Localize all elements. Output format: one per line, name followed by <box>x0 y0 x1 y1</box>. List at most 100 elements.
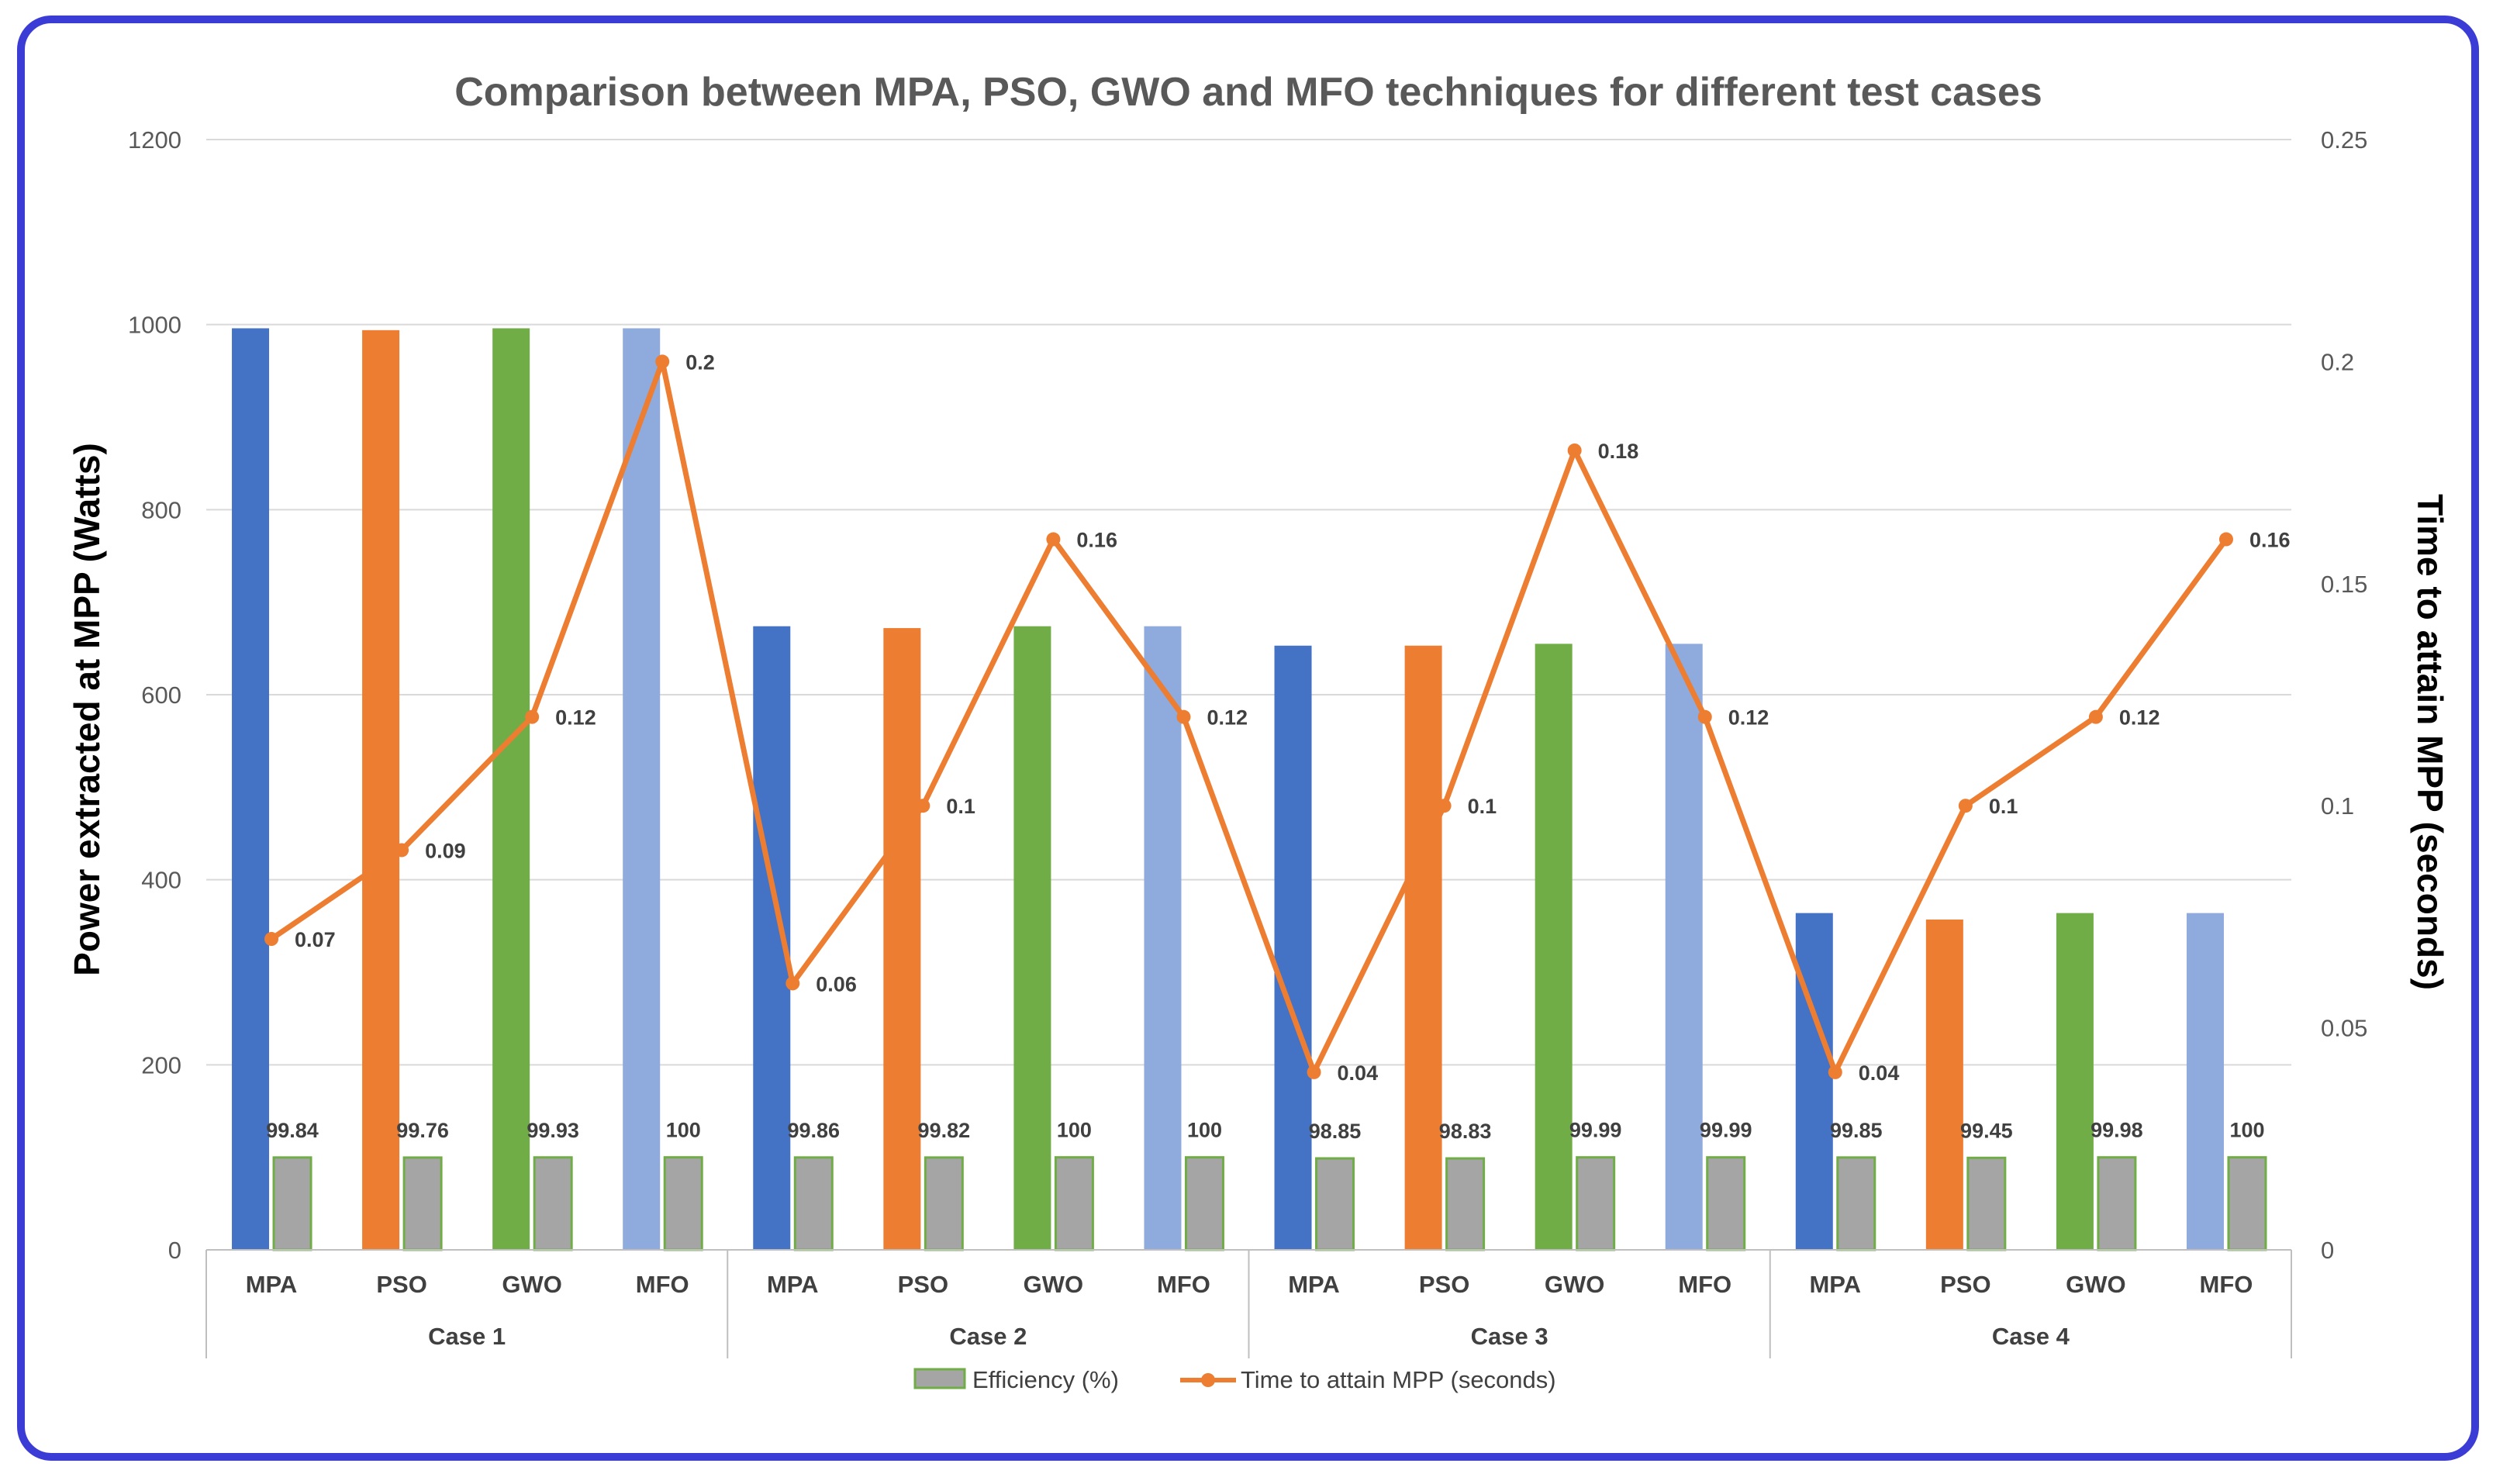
time-line <box>264 354 2233 1079</box>
time-label: 0.1 <box>1468 795 1497 818</box>
efficiency-label: 99.82 <box>918 1119 971 1142</box>
power-bar <box>2186 913 2224 1250</box>
time-label: 0.06 <box>816 972 857 996</box>
x-axis: MPA PSO GWO MFO MPA PSO GWO MFO MPA PSO GWO MFO MPA P… <box>205 1249 2292 1358</box>
time-label: 0.04 <box>1338 1061 1379 1085</box>
efficiency-bar <box>533 1156 573 1251</box>
efficiency-bars <box>272 1156 2267 1251</box>
x-tick-label: GWO <box>1545 1271 1605 1298</box>
time-point <box>1828 1065 1842 1079</box>
time-point <box>1697 709 1712 724</box>
power-bar <box>1925 919 1963 1250</box>
data-labels: 99.84 99.76 99.93 100 99.86 99.82 100 100 98.85 9… <box>266 350 2290 1143</box>
x-tick-label: MFO <box>636 1271 689 1298</box>
group-label: Case 2 <box>949 1323 1027 1350</box>
group-label: Case 3 <box>1471 1323 1548 1350</box>
efficiency-bar <box>1445 1157 1486 1251</box>
time-label: 0.16 <box>2249 529 2291 552</box>
time-point <box>525 709 540 724</box>
time-label: 0.12 <box>1728 706 1769 730</box>
time-point <box>1176 709 1191 724</box>
legend: Efficiency (%) Time to attain MPP (second… <box>913 1366 1556 1393</box>
y2-tick-label: 0.15 <box>2321 571 2367 598</box>
x-tick-label: MPA <box>1809 1271 1861 1298</box>
efficiency-bar <box>1966 1156 2007 1251</box>
efficiency-label: 100 <box>1187 1119 1222 1142</box>
y-axis-title: Power extracted at MPP (Watts) <box>67 443 107 976</box>
efficiency-label: 100 <box>2229 1119 2264 1142</box>
y-tick-label: 600 <box>141 682 181 709</box>
efficiency-label: 99.98 <box>2091 1119 2143 1142</box>
efficiency-label: 99.99 <box>1569 1119 1622 1142</box>
power-bar <box>1013 626 1051 1250</box>
y-tick-label: 200 <box>141 1051 181 1078</box>
efficiency-bar <box>924 1156 964 1251</box>
power-bar <box>1144 626 1182 1250</box>
efficiency-label: 98.85 <box>1309 1120 1362 1143</box>
efficiency-bar <box>1576 1156 1616 1251</box>
time-point <box>1958 799 1973 813</box>
x-tick-label: PSO <box>376 1271 426 1298</box>
y2-tick-label: 0 <box>2321 1237 2334 1264</box>
efficiency-bar <box>1836 1156 1876 1251</box>
efficiency-label: 100 <box>666 1119 701 1142</box>
efficiency-bar <box>2097 1156 2137 1251</box>
x-tick-label: MFO <box>1678 1271 1731 1298</box>
time-point <box>2218 532 2233 547</box>
efficiency-label: 99.86 <box>787 1119 840 1142</box>
x-tick-label: GWO <box>1024 1271 1084 1298</box>
y2-tick-label: 0.05 <box>2321 1015 2367 1042</box>
time-label: 0.12 <box>1207 706 1248 730</box>
legend-label-efficiency: Efficiency (%) <box>972 1366 1119 1393</box>
y2-axis-title: Time to attain MPP (seconds) <box>2410 494 2450 990</box>
power-bar <box>623 328 661 1251</box>
power-bar <box>492 328 530 1251</box>
efficiency-label: 99.45 <box>1960 1119 2013 1142</box>
y2-tick-label: 0.1 <box>2321 792 2354 820</box>
y-tick-label: 0 <box>168 1237 181 1264</box>
y2-tick-label: 0.25 <box>2321 126 2367 154</box>
x-tick-label: MPA <box>1288 1271 1340 1298</box>
efficiency-label: 99.76 <box>396 1119 449 1142</box>
efficiency-bar <box>663 1156 703 1251</box>
time-series-line <box>270 358 2229 1075</box>
time-label: 0.1 <box>946 795 975 818</box>
group-label: Case 4 <box>1992 1323 2070 1350</box>
efficiency-bar <box>272 1156 312 1251</box>
efficiency-label: 100 <box>1057 1119 1092 1142</box>
x-tick-label: PSO <box>1940 1271 1990 1298</box>
power-bar <box>1404 645 1442 1250</box>
y-tick-label: 400 <box>141 867 181 894</box>
x-tick-label: PSO <box>1419 1271 1469 1298</box>
time-label: 0.12 <box>555 706 596 730</box>
x-tick-label: GWO <box>502 1271 562 1298</box>
power-bars <box>232 328 2224 1251</box>
x-tick-label: MPA <box>246 1271 298 1298</box>
efficiency-bar <box>1054 1156 1094 1251</box>
efficiency-label: 99.85 <box>1830 1119 1883 1142</box>
efficiency-label: 98.83 <box>1439 1120 1492 1143</box>
time-label: 0.04 <box>1859 1061 1900 1085</box>
power-bar <box>883 628 921 1250</box>
efficiency-bar <box>402 1156 443 1251</box>
efficiency-label: 99.99 <box>1700 1119 1752 1142</box>
efficiency-label: 99.84 <box>266 1119 319 1142</box>
power-bar <box>1795 913 1833 1250</box>
efficiency-bar <box>1315 1157 1355 1251</box>
efficiency-label: 99.93 <box>527 1119 579 1142</box>
x-tick-label: MFO <box>2200 1271 2253 1298</box>
time-point <box>785 976 800 991</box>
time-label: 0.07 <box>295 928 336 951</box>
time-label: 0.16 <box>1076 529 1117 552</box>
power-bar <box>2056 913 2094 1250</box>
time-point <box>2088 709 2103 724</box>
power-bar <box>1665 644 1703 1250</box>
time-label: 0.09 <box>425 839 466 862</box>
time-label: 0.12 <box>2119 706 2160 730</box>
time-point <box>264 932 279 947</box>
efficiency-bar <box>2227 1156 2267 1251</box>
x-tick-label: PSO <box>898 1271 948 1298</box>
group-label: Case 1 <box>428 1323 506 1350</box>
y-tick-label: 1200 <box>128 126 181 154</box>
